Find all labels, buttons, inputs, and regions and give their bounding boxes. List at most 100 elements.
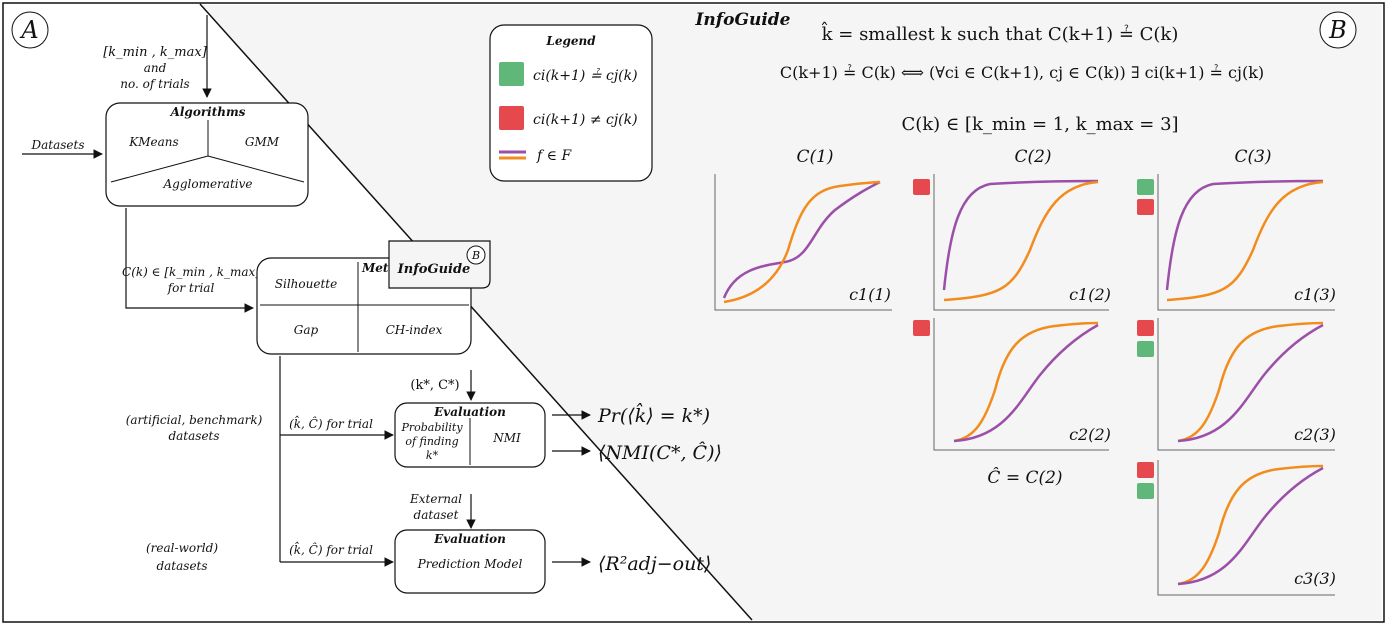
gmm-label: GMM bbox=[245, 135, 280, 149]
plot-c2-2-orange-curve bbox=[953, 321, 1099, 443]
realworld-line2: datasets bbox=[156, 559, 207, 573]
and-label: and bbox=[144, 61, 167, 75]
panel-a-marker bbox=[11, 11, 49, 49]
legend-title: Legend bbox=[545, 34, 596, 48]
panel-b-marker bbox=[1319, 11, 1357, 49]
legend: Legend ci(k+1) ≟ cj(k) ci(k+1) ≠ cj(k) f… bbox=[489, 24, 653, 182]
legend-notequal-label: ci(k+1) ≠ cj(k) bbox=[533, 112, 638, 128]
plot-c3-1: c1(3) bbox=[1137, 174, 1336, 311]
gap-label: Gap bbox=[294, 323, 319, 337]
plot-c2-1-axes bbox=[933, 174, 1109, 311]
plot-c1-1-axes bbox=[714, 174, 892, 311]
legend-equal-label: ci(k+1) ≟ cj(k) bbox=[533, 68, 638, 84]
probability-line1: Probability bbox=[400, 421, 463, 434]
prediction-model-label: Prediction Model bbox=[417, 557, 523, 571]
datasets-input: Datasets bbox=[31, 138, 85, 152]
estimate-label-1: (k̂, Ĉ) for trial bbox=[289, 414, 373, 431]
for-trial-label: for trial bbox=[167, 281, 215, 295]
infoguide-label: InfoGuide bbox=[397, 262, 471, 277]
plot-c2-1: c1(2) bbox=[913, 174, 1111, 311]
legend-equal-swatch bbox=[499, 62, 524, 86]
plot-c3-2-label: c2(3) bbox=[1294, 425, 1336, 444]
plot-c3-1-orange-curve bbox=[1166, 180, 1324, 302]
plot-c2-1-red-marker bbox=[913, 179, 930, 195]
algorithms-box: Algorithms KMeans GMM Agglomerative bbox=[105, 102, 309, 207]
agglomerative-label: Agglomerative bbox=[162, 177, 252, 191]
plot-c3-3: c3(3) bbox=[1137, 460, 1336, 596]
panel-b: B InfoGuide k̂ = smallest k such that C(… bbox=[489, 10, 1357, 596]
eval1-title: Evaluation bbox=[433, 405, 506, 419]
plot-c3-2: c2(3) bbox=[1137, 318, 1336, 451]
panel-b-title: InfoGuide bbox=[694, 10, 790, 30]
infoguide-ref-marker bbox=[466, 245, 486, 265]
probability-line3: k* bbox=[426, 449, 439, 462]
plot-c3-3-label: c3(3) bbox=[1294, 569, 1336, 588]
nmi-label: NMI bbox=[492, 431, 521, 445]
infoguide-ref-label: B bbox=[471, 249, 480, 262]
clusterings-label: C(k) ∈ [k_min , k_max] bbox=[122, 265, 260, 279]
silhouette-label: Silhouette bbox=[275, 277, 337, 291]
plot-c2-2: c2(2) bbox=[913, 318, 1111, 451]
plot-c3-1-green-marker bbox=[1137, 179, 1154, 195]
kmeans-label: KMeans bbox=[128, 135, 178, 149]
plot-c3-2-axes bbox=[1157, 318, 1335, 451]
external-line2: dataset bbox=[414, 508, 459, 522]
plot-c3-2-orange-curve bbox=[1177, 321, 1324, 443]
plot-c2-1-orange-curve bbox=[943, 180, 1099, 302]
evaluation-box-2: Evaluation Prediction Model bbox=[394, 529, 546, 594]
column-header-2: C(2) bbox=[1014, 147, 1051, 167]
plot-c3-1-purple-curve bbox=[1165, 179, 1324, 291]
plot-c1-1: c1(1) bbox=[714, 174, 892, 311]
artificial-datasets-line2: datasets bbox=[168, 429, 219, 443]
k-range-input: [k_min , k_max] bbox=[103, 45, 207, 60]
r2-output: ⟨R²adj−out⟩ bbox=[598, 553, 711, 575]
plot-c3-1-red-marker bbox=[1137, 199, 1154, 215]
probability-line2: of finding bbox=[405, 435, 458, 448]
equation-1: k̂ = smallest k such that C(k+1) ≟ C(k) bbox=[821, 20, 1178, 45]
legend-notequal-swatch bbox=[499, 106, 524, 130]
selected-clustering: Ĉ = C(2) bbox=[987, 467, 1062, 488]
plot-c2-2-purple-curve bbox=[953, 323, 1099, 443]
plot-c2-1-purple-curve bbox=[942, 179, 1099, 291]
panel-a: A [k_min , k_max] and no. of trials Data… bbox=[11, 11, 722, 594]
plot-c2-1-label: c1(2) bbox=[1069, 285, 1111, 304]
algorithms-title: Algorithms bbox=[170, 105, 246, 119]
eval2-title: Evaluation bbox=[433, 532, 506, 546]
prob-output: Pr(⟨k̂⟩ = k*) bbox=[597, 402, 710, 427]
artificial-datasets-line1: (artificial, benchmark) bbox=[126, 413, 263, 427]
external-line1: External bbox=[409, 492, 462, 506]
equation-2: C(k+1) ≟ C(k) ⟺ (∀ci ∈ C(k+1), cj ∈ C(k)… bbox=[780, 63, 1264, 82]
plot-c3-3-purple-curve bbox=[1177, 466, 1324, 586]
infoguide-tab[interactable]: InfoGuide B bbox=[388, 240, 491, 289]
nmi-output: ⟨NMI(C*, Ĉ)⟩ bbox=[598, 441, 722, 464]
plot-c3-2-purple-curve bbox=[1177, 323, 1324, 443]
plot-c1-1-orange-curve bbox=[723, 180, 881, 304]
plot-c2-2-axes bbox=[933, 318, 1109, 451]
equation-3: C(k) ∈ [k_min = 1, k_max = 3] bbox=[901, 114, 1178, 135]
plot-c3-3-orange-curve bbox=[1177, 464, 1324, 586]
evaluation-box-1: Evaluation Probability of finding k* NMI bbox=[394, 402, 546, 468]
legend-f-label: f ∈ F bbox=[536, 148, 572, 164]
plot-c3-1-label: c1(3) bbox=[1294, 285, 1336, 304]
plot-c3-2-green-marker bbox=[1137, 341, 1154, 357]
plot-c2-2-label: c2(2) bbox=[1069, 425, 1111, 444]
trials-label: no. of trials bbox=[120, 77, 189, 91]
plot-c1-1-purple-curve bbox=[722, 180, 881, 299]
plot-c3-1-axes bbox=[1157, 174, 1335, 311]
clustering-arrow bbox=[125, 208, 254, 313]
column-header-1: C(1) bbox=[796, 147, 833, 167]
plot-c3-3-red-marker bbox=[1137, 462, 1154, 478]
ground-truth-label: (k*, C*) bbox=[410, 378, 459, 393]
plot-c1-1-label: c1(1) bbox=[849, 285, 891, 304]
realworld-line1: (real-world) bbox=[146, 541, 218, 555]
ch-index-label: CH-index bbox=[386, 323, 443, 337]
plot-c2-2-red-marker bbox=[913, 320, 930, 336]
plot-c3-3-axes bbox=[1157, 460, 1335, 596]
plot-c3-3-green-marker bbox=[1137, 483, 1154, 499]
panel-b-label: B bbox=[1328, 16, 1347, 44]
panel-a-label: A bbox=[19, 16, 38, 44]
column-header-3: C(3) bbox=[1234, 147, 1271, 167]
